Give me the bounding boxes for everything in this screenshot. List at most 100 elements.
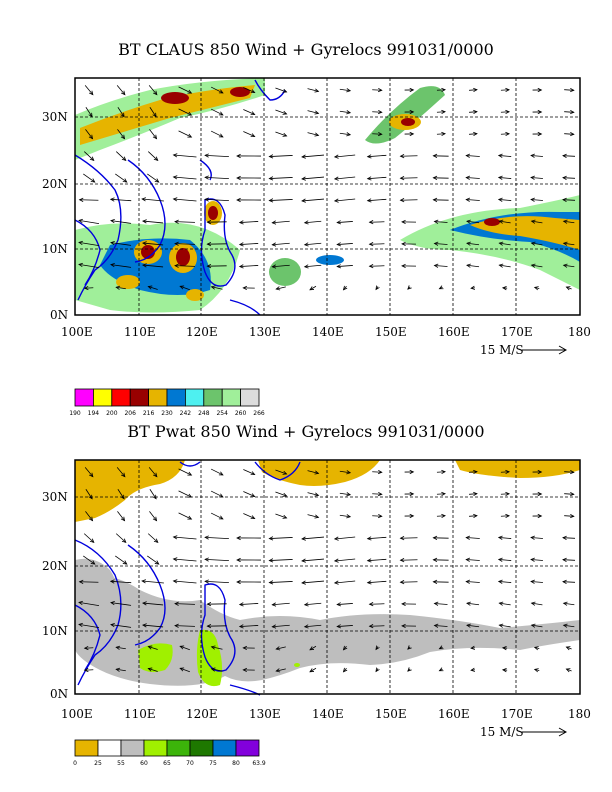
- top-wind-vector: [173, 198, 197, 202]
- top-wind-arrowhead: [204, 175, 209, 180]
- bottom-wind-arrowhead: [346, 470, 352, 475]
- top-wind-arrowhead: [399, 154, 405, 159]
- top-wind-arrowhead: [505, 87, 510, 93]
- top-xtick: 140E: [312, 325, 344, 339]
- pwat-dry-north-east: [455, 460, 580, 478]
- bottom-wind-arrowhead: [401, 623, 406, 629]
- cloud-cell-scs-2-core: [176, 248, 190, 266]
- bottom-wind-arrowhead: [268, 558, 274, 563]
- bottom-wind-arrowhead: [301, 558, 306, 563]
- top-wind-vector: [85, 107, 93, 117]
- cloud-cell-phil-core: [208, 206, 218, 220]
- bottom-xtick: 180: [568, 707, 591, 721]
- top-coastlines: [74, 79, 286, 316]
- bottom-wind-arrowhead: [172, 579, 178, 584]
- top-wind-vector: [78, 242, 100, 246]
- top-colorbar-label: 194: [88, 410, 100, 417]
- bottom-wind-arrowhead: [562, 623, 568, 628]
- top-wind-arrowhead: [407, 285, 412, 290]
- top-wind-arrowhead: [142, 241, 147, 246]
- top-wind-vector: [173, 154, 197, 158]
- top-wind-vector: [339, 88, 351, 92]
- pwat-wet-core-1: [138, 643, 173, 673]
- top-wind-arrowhead: [498, 219, 504, 224]
- top-wind-arrowhead: [218, 133, 224, 138]
- bottom-wind-arrowhead: [375, 645, 380, 651]
- bottom-wind-arrowhead: [562, 579, 567, 584]
- top-wind-vector: [142, 242, 164, 246]
- bottom-wind-vector: [239, 625, 259, 627]
- top-colorbar-swatch: [93, 388, 113, 407]
- bottom-wind-arrowhead: [120, 516, 126, 522]
- top-wind-arrowhead: [433, 263, 439, 268]
- bottom-wind-arrowhead: [533, 646, 539, 651]
- top-wind-arrowhead: [366, 154, 372, 159]
- bottom-wind-arrowhead: [530, 579, 535, 584]
- top-wind-arrowhead: [271, 264, 277, 269]
- top-wind-arrowhead: [562, 241, 568, 246]
- top-wind-arrowhead: [78, 262, 83, 268]
- top-wind-arrowhead: [238, 264, 244, 269]
- top-wind-vector: [466, 155, 480, 157]
- bottom-wind-vector: [85, 511, 93, 521]
- bottom-wind-arrowhead: [465, 535, 471, 540]
- bottom-wind-vector: [269, 581, 293, 583]
- top-wind-vector: [372, 133, 382, 135]
- bottom-wind-arrowhead: [409, 491, 415, 497]
- bottom-wind-arrowhead: [366, 558, 372, 563]
- bottom-wind-vector: [466, 602, 480, 606]
- top-wind-arrowhead: [268, 176, 274, 181]
- top-wind-vector: [175, 265, 195, 267]
- top-wind-arrowhead: [142, 263, 147, 268]
- bottom-wind-arrowhead: [210, 645, 216, 650]
- bottom-wind-arrowhead: [565, 646, 571, 651]
- top-wind-vectors: [78, 85, 576, 291]
- top-wind-vector: [175, 221, 195, 223]
- top-wind-arrowhead: [122, 178, 128, 183]
- top-wind-arrowhead: [218, 89, 224, 94]
- bottom-wind-vector: [180, 667, 190, 673]
- bottom-colorbar-swatch: [97, 739, 122, 757]
- top-wind-arrowhead: [314, 110, 320, 115]
- top-wind-vector: [243, 131, 255, 137]
- bottom-wind-vector: [400, 581, 418, 583]
- bottom-wind-arrowhead: [501, 668, 507, 673]
- cloud-cell-170e: [484, 218, 500, 226]
- top-wind-arrowhead: [174, 241, 179, 246]
- bottom-wind-arrowhead: [115, 667, 121, 672]
- bottom-wind-arrowhead: [268, 580, 274, 585]
- top-wind-arrowhead: [562, 219, 568, 224]
- top-wind-vector: [466, 220, 480, 224]
- top-wind-arrowhead: [120, 134, 126, 140]
- bottom-wind-arrowhead: [336, 602, 342, 607]
- top-wind-vector: [531, 155, 543, 157]
- bottom-xticks: 100E 110E 120E 130E 140E 150E 160E 170E …: [61, 707, 591, 721]
- cloud-cell-north-2: [230, 87, 250, 97]
- bottom-wind-arrowhead: [569, 513, 575, 519]
- top-wind-arrowhead: [238, 242, 244, 247]
- top-wind-vector: [85, 129, 93, 139]
- bottom-wind-arrowhead: [301, 580, 306, 585]
- top-wind-arrowhead: [152, 112, 157, 118]
- top-wind-arrowhead: [282, 110, 288, 115]
- bottom-wind-vector: [239, 603, 259, 605]
- top-wind-arrowhead: [569, 109, 575, 115]
- bottom-wind-arrowhead: [250, 493, 256, 498]
- bottom-wind-arrowhead: [473, 513, 478, 519]
- cloud-patch-140e: [316, 255, 344, 265]
- top-wind-vector: [272, 264, 290, 268]
- bottom-wind-arrowhead: [179, 645, 185, 650]
- bottom-wind-vector: [276, 668, 286, 672]
- top-wind-arrowhead: [375, 285, 380, 291]
- top-wind-vector: [178, 130, 192, 138]
- bottom-wind-vector: [372, 471, 382, 473]
- top-wind-vector: [110, 220, 132, 224]
- bottom-xtick: 170E: [501, 707, 533, 721]
- bottom-xtick: 160E: [438, 707, 470, 721]
- bottom-wind-vector: [211, 646, 223, 650]
- top-wind-vector: [400, 177, 418, 179]
- bottom-wind-arrowhead: [275, 646, 281, 651]
- top-colorbar-swatch: [221, 388, 241, 407]
- top-wind-arrowhead: [336, 264, 342, 269]
